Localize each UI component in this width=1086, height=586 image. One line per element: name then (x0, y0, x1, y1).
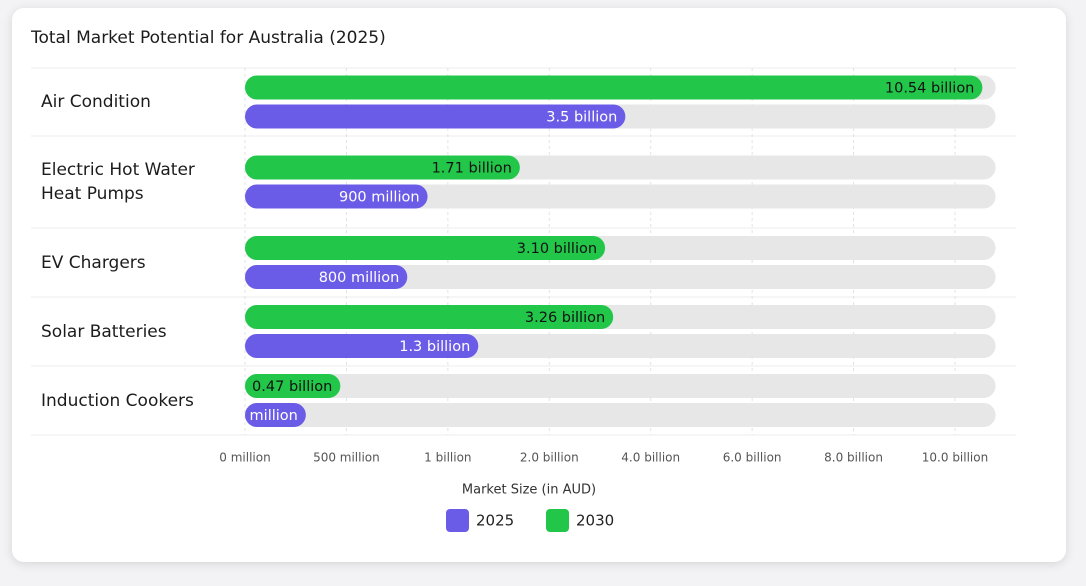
legend-swatch (546, 509, 569, 532)
data-label: 800 million (319, 270, 400, 286)
category-label: EV Chargers (41, 252, 146, 273)
x-tick-label: 4.0 billion (621, 451, 680, 465)
bar (245, 104, 626, 129)
data-label: 3.26 billion (525, 310, 605, 326)
x-tick-label: 500 million (313, 451, 380, 465)
data-label: 1.3 billion (399, 339, 470, 355)
legend-swatch (446, 509, 469, 532)
bar (245, 236, 606, 260)
data-label: 300 million (217, 408, 298, 424)
bar (245, 265, 408, 289)
x-tick-label: 10.0 billion (922, 451, 988, 465)
legend-label: 2025 (476, 512, 514, 530)
x-tick-label: 2.0 billion (520, 451, 579, 465)
bar (245, 75, 983, 100)
bar (245, 155, 520, 180)
bar-track (245, 265, 996, 289)
x-tick-label: 0 million (219, 451, 270, 465)
bar (245, 403, 306, 427)
x-tick-label: 1 billion (424, 451, 471, 465)
bar-track (245, 374, 996, 398)
bar (245, 374, 341, 398)
bar-track (245, 403, 996, 427)
data-label: 3.5 billion (546, 110, 617, 126)
bar (245, 184, 428, 209)
data-label: 1.71 billion (432, 161, 512, 177)
x-tick-label: 8.0 billion (824, 451, 883, 465)
bar-track (245, 184, 996, 209)
bar (245, 334, 479, 358)
category-label: Electric Hot Water Heat Pumps (41, 160, 195, 204)
x-axis-label: Market Size (in AUD) (462, 483, 596, 498)
category-label: Air Condition (41, 92, 151, 112)
x-tick-label: 6.0 billion (723, 451, 782, 465)
category-label: Solar Batteries (41, 321, 167, 342)
legend-label: 2030 (576, 512, 614, 530)
bar (245, 305, 614, 329)
data-label: 10.54 billion (885, 81, 975, 97)
data-label: 0.47 billion (252, 379, 332, 395)
data-label: 3.10 billion (517, 241, 597, 257)
chart-title: Total Market Potential for Australia (20… (30, 28, 386, 48)
category-label: Induction Cookers (41, 390, 194, 411)
data-label: 900 million (339, 190, 420, 206)
